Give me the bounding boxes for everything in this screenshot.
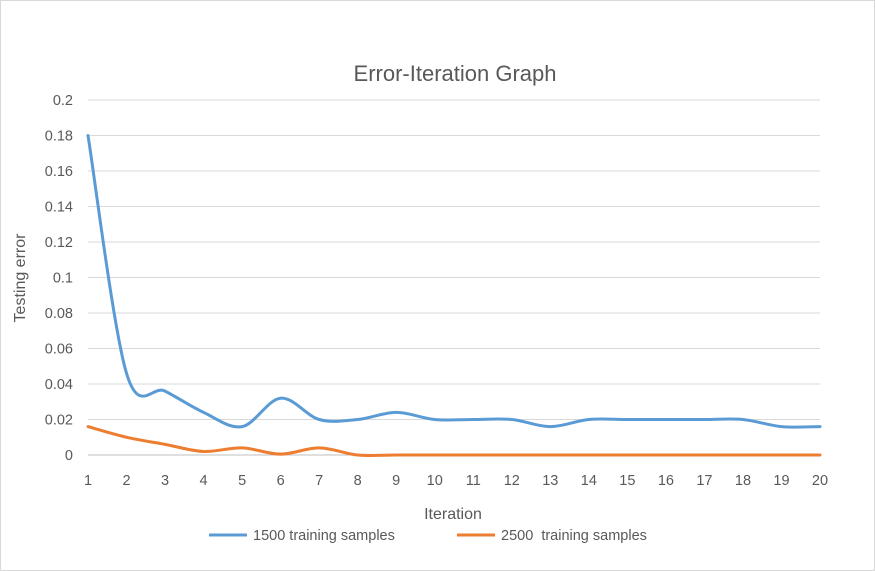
- y-axis-ticks: 0 0.02 0.04 0.06 0.08 0.1 0.12 0.14 0.16 0.18 0.2: [45, 93, 73, 464]
- x-tick-label: 15: [619, 473, 635, 489]
- y-tick-label: 0.04: [45, 377, 73, 393]
- y-tick-label: 0.08: [45, 306, 73, 322]
- y-tick-label: 0.12: [45, 235, 73, 251]
- x-tick-label: 14: [581, 473, 597, 489]
- y-tick-label: 0.2: [53, 93, 73, 109]
- x-tick-label: 6: [277, 473, 285, 489]
- x-tick-label: 1: [84, 473, 92, 489]
- series-lines: [86, 134, 822, 458]
- x-tick-label: 11: [466, 473, 481, 489]
- y-tick-label: 0: [65, 448, 73, 464]
- x-tick-label: 9: [392, 473, 400, 489]
- y-tick-label: 0.18: [45, 129, 73, 145]
- y-axis-label: Testing error: [12, 233, 29, 323]
- y-tick-label: 0.14: [45, 200, 73, 216]
- y-tick-label: 0.06: [45, 342, 73, 358]
- gridlines: [88, 99, 820, 420]
- x-axis-ticks: 1 2 3 4 5 6 7 8 9 10 11 12 13 14 15 16 17 18 19 20: [84, 473, 828, 489]
- x-tick-label: 5: [238, 473, 246, 489]
- x-tick-label: 4: [200, 473, 208, 489]
- x-tick-label: 12: [504, 473, 520, 489]
- x-tick-label: 8: [354, 473, 362, 489]
- series-line-2: [86, 425, 822, 458]
- x-tick-label: 20: [812, 473, 828, 489]
- x-tick-label: 10: [427, 473, 443, 489]
- x-tick-label: 13: [542, 473, 558, 489]
- series-line-1: [86, 134, 822, 429]
- chart-title: Error-Iteration Graph: [354, 61, 557, 86]
- legend: 1500 training samples 2500 training samp…: [209, 528, 647, 544]
- y-tick-label: 0.02: [45, 413, 73, 429]
- legend-label-series-2: 2500 training samples: [501, 528, 647, 544]
- x-tick-label: 18: [735, 473, 751, 489]
- x-tick-label: 2: [122, 473, 130, 489]
- x-axis-label: Iteration: [424, 506, 482, 523]
- x-tick-label: 7: [315, 473, 323, 489]
- y-tick-label: 0.16: [45, 164, 73, 180]
- x-tick-label: 17: [696, 473, 712, 489]
- y-tick-label: 0.1: [53, 271, 73, 287]
- x-tick-label: 16: [658, 473, 674, 489]
- x-tick-label: 3: [161, 473, 169, 489]
- x-tick-label: 19: [773, 473, 789, 489]
- legend-label-series-1: 1500 training samples: [253, 528, 395, 544]
